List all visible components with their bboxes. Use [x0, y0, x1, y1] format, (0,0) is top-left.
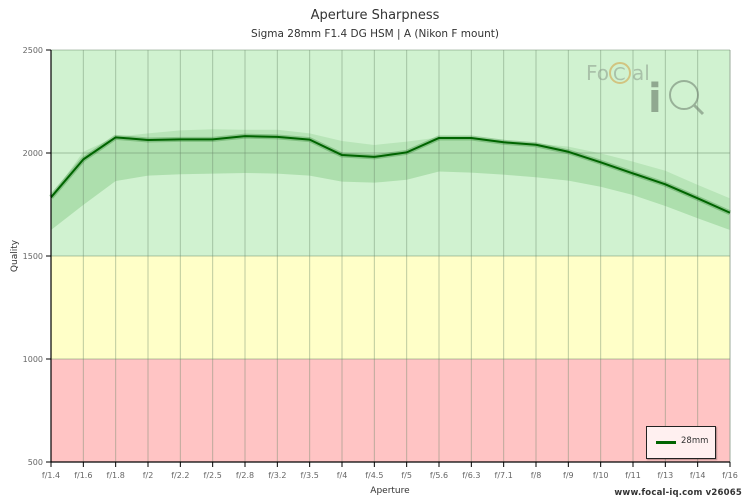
y-tick-label: 1000	[23, 355, 43, 364]
y-tick-label: 500	[28, 458, 43, 467]
confidence-band	[51, 129, 730, 231]
chart-subtitle: Sigma 28mm F1.4 DG HSM | A (Nikon F moun…	[251, 28, 499, 40]
logo-text-al: al	[632, 61, 650, 85]
x-tick-label: f/2.5	[204, 471, 222, 480]
x-tick-label: f/13	[657, 471, 673, 480]
x-tick-label: f/1.4	[42, 471, 60, 480]
x-tick-label: f/9	[563, 471, 574, 480]
chart-legend[interactable]: 28mm	[646, 426, 716, 459]
y-axis-title: Quality	[10, 239, 20, 272]
x-tick-label: f/5.6	[430, 471, 448, 480]
x-tick-label: f/10	[593, 471, 609, 480]
x-tick-label: f/16	[722, 471, 738, 480]
x-tick-label: f/6.3	[462, 471, 480, 480]
series-line	[50, 135, 731, 214]
zone-fair	[51, 256, 730, 359]
y-tick-label: 2500	[23, 46, 43, 55]
x-tick-label: f/2.8	[236, 471, 254, 480]
magnifier-icon	[669, 80, 699, 110]
x-axis-title: Aperture	[370, 486, 410, 496]
x-tick-label: f/14	[690, 471, 706, 480]
x-tick-label: f/1.6	[74, 471, 92, 480]
band-area	[51, 129, 730, 231]
x-tick-label: f/3.2	[268, 471, 286, 480]
x-tick-label: f/8	[531, 471, 542, 480]
x-tick-label: f/4	[337, 471, 348, 480]
x-tick-label: f/7.1	[495, 471, 513, 480]
x-tick-label: f/11	[625, 471, 641, 480]
zone-poor	[51, 359, 730, 462]
x-axis-ticks: f/1.4 f/1.6 f/1.8 f/2 f/2.2 f/2.5 f/2.8 f/3.2 f/…	[42, 462, 738, 480]
y-axis-ticks: 500 1000 1500 2000 2500	[23, 46, 51, 467]
legend-swatch-28mm	[656, 441, 676, 444]
focal-iq-logo: Fo C al i	[586, 60, 711, 122]
logo-text-c: C	[613, 64, 626, 85]
x-tick-label: f/1.8	[107, 471, 125, 480]
logo-ring-icon	[609, 62, 631, 84]
x-tick-label: f/2.2	[171, 471, 189, 480]
logo-text-i: i	[648, 76, 662, 118]
x-tick-label: f/4.5	[365, 471, 383, 480]
x-tick-label: f/3.5	[301, 471, 319, 480]
x-tick-label: f/2	[143, 471, 154, 480]
credit-text: www.focal-iq.com v26065	[614, 488, 742, 498]
logo-graphic: Fo C al i	[586, 61, 705, 122]
y-tick-label: 1500	[23, 252, 43, 261]
grid-lines	[51, 49, 731, 462]
quality-zones	[51, 50, 730, 462]
logo-text-fo: Fo	[586, 61, 609, 85]
chart-title: Aperture Sharpness	[310, 8, 440, 23]
series-28mm-line	[49, 133, 732, 216]
legend-label-28mm: 28mm	[681, 436, 709, 446]
x-tick-label: f/5	[401, 471, 412, 480]
y-tick-label: 2000	[23, 149, 43, 158]
